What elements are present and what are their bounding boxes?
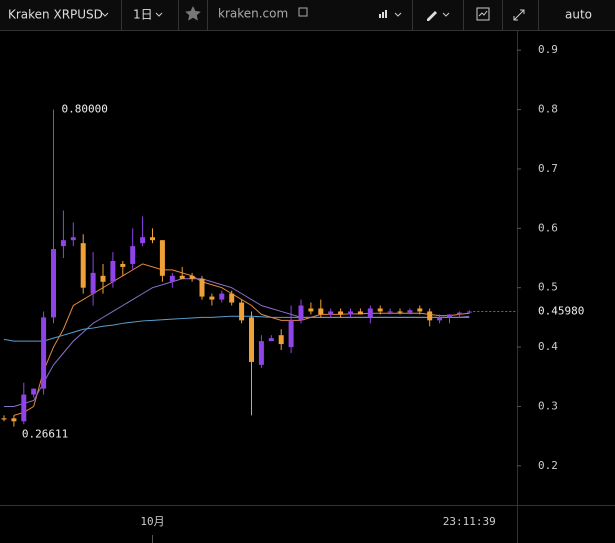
candle-body — [456, 312, 462, 315]
indicator-glyph — [478, 10, 488, 17]
candle-body — [189, 275, 195, 279]
star-icon[interactable] — [185, 6, 201, 21]
candle-body — [278, 335, 284, 345]
candle-body — [268, 338, 274, 342]
y-tick-label: 0.6 — [538, 221, 558, 234]
y-tick-label: 0.9 — [538, 43, 558, 56]
candle-body — [51, 249, 56, 318]
candle-body — [397, 311, 403, 313]
candle-body — [308, 308, 314, 312]
draw-icon[interactable] — [427, 11, 437, 21]
chevron — [442, 12, 450, 17]
y-tick-label: 0.4 — [538, 340, 558, 353]
candle-body — [348, 311, 353, 315]
chevron — [101, 12, 109, 17]
candle-body — [179, 275, 185, 279]
low-label: 0.26611 — [22, 428, 68, 441]
candle-body — [199, 278, 205, 297]
y-tick-label: 0.5 — [538, 281, 558, 294]
chevron — [155, 12, 163, 17]
high-label: 0.80000 — [62, 103, 108, 116]
candle-body — [100, 275, 106, 282]
candle-body — [377, 308, 383, 312]
candle-body — [407, 310, 413, 313]
site[interactable]: kraken.com — [218, 7, 288, 21]
chevron — [394, 12, 402, 17]
candle-body — [466, 311, 472, 313]
candle-body — [367, 308, 373, 318]
candle-body — [229, 293, 235, 303]
candle-body — [427, 311, 433, 321]
candle-body — [1, 418, 7, 420]
indicator-icon[interactable] — [476, 7, 490, 21]
candle-body — [159, 240, 165, 276]
candle-body — [258, 341, 264, 365]
last-price-label: 0.45980 — [538, 305, 584, 318]
candle-body — [31, 388, 37, 395]
last-price-box — [527, 303, 597, 320]
candle-body — [219, 293, 225, 300]
y-tick-label: 0.3 — [538, 399, 558, 412]
symbol[interactable]: Kraken XRPUSD — [8, 8, 103, 22]
candle-body — [387, 311, 393, 313]
candle-body — [60, 240, 66, 247]
y-tick-label: 0.7 — [538, 162, 558, 175]
candle-body — [318, 308, 324, 315]
candle-body — [110, 260, 116, 282]
candle-body — [239, 302, 245, 321]
candle-body — [41, 317, 47, 389]
candle-body — [90, 272, 96, 294]
candle-body — [357, 311, 363, 315]
candle-body — [338, 311, 344, 315]
candle-body — [298, 305, 304, 321]
candle-body — [130, 246, 136, 264]
candle-body — [209, 296, 215, 300]
time-label: 23:11:39 — [443, 515, 496, 528]
x-tick-label: 10月 — [140, 515, 164, 528]
moving-average — [4, 278, 470, 407]
candle-body — [417, 308, 423, 312]
candle-body — [249, 317, 254, 362]
y-tick-label: 0.2 — [538, 459, 558, 472]
candle-body — [447, 314, 452, 318]
interval[interactable]: 1日 — [133, 8, 153, 22]
candle-body — [288, 320, 294, 348]
candle-body — [70, 237, 76, 241]
candle-body — [437, 317, 443, 321]
fullscreen-icon[interactable] — [513, 9, 525, 21]
external-icon[interactable] — [298, 7, 308, 17]
candle-body — [80, 243, 86, 288]
y-tick-label: 0.8 — [538, 103, 558, 116]
candle-body — [120, 263, 126, 267]
candle-body — [328, 311, 334, 315]
candle-body — [140, 237, 146, 244]
candle-body — [21, 394, 27, 422]
chart-type-icon[interactable] — [379, 10, 387, 18]
scale-mode[interactable]: auto — [565, 8, 592, 22]
candle-body — [11, 418, 17, 422]
moving-average — [3, 315, 470, 342]
candle-body — [169, 275, 175, 282]
candle-body — [150, 237, 155, 241]
